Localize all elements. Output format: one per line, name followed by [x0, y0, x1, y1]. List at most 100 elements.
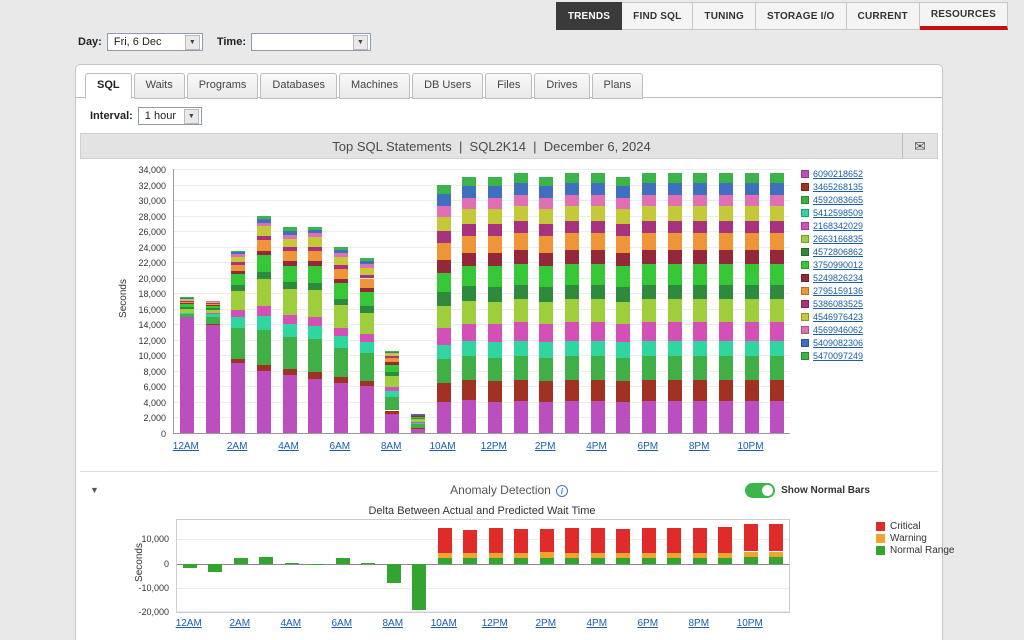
chart1-bar-segment[interactable]: [257, 216, 271, 219]
chart1-bar-segment[interactable]: [437, 206, 451, 218]
chart2-bar-segment[interactable]: [259, 557, 273, 564]
chart1-bar-segment[interactable]: [385, 397, 399, 411]
chart1-bar-segment[interactable]: [616, 324, 630, 343]
chart1-bar-segment[interactable]: [668, 233, 682, 250]
chart1-bar-segment[interactable]: [283, 282, 297, 289]
chart1-bar-segment[interactable]: [180, 301, 194, 302]
chart2-bar-segment[interactable]: [616, 558, 630, 564]
chart1-bar-segment[interactable]: [437, 383, 451, 402]
chart1-xlabel-12am[interactable]: 12AM: [173, 441, 199, 452]
chart1-bar-segment[interactable]: [565, 206, 579, 221]
legend-link-2795159136[interactable]: 2795159136: [813, 286, 863, 296]
chart1-bar-segment[interactable]: [642, 183, 656, 195]
tab-drives[interactable]: Drives: [534, 73, 589, 99]
chart1-bar-segment[interactable]: [693, 285, 707, 300]
chart1-bar-segment[interactable]: [616, 224, 630, 236]
chart1-bar-segment[interactable]: [770, 195, 784, 207]
chart1-bar-segment[interactable]: [745, 322, 759, 341]
chart1-bar-segment[interactable]: [565, 264, 579, 285]
chart1-bar-segment[interactable]: [693, 380, 707, 401]
chart1-bar-segment[interactable]: [257, 316, 271, 330]
chart1-bar-segment[interactable]: [693, 322, 707, 341]
chart2-bar-segment[interactable]: [285, 563, 299, 564]
info-icon[interactable]: i: [556, 485, 568, 497]
chart1-bar-segment[interactable]: [308, 233, 322, 237]
chart1-bar-segment[interactable]: [719, 285, 733, 300]
chart1-bar-segment[interactable]: [360, 306, 374, 312]
chart1-bar-segment[interactable]: [308, 339, 322, 372]
chart1-bar-segment[interactable]: [668, 401, 682, 433]
chart1-bar-segment[interactable]: [308, 247, 322, 251]
chart1-bar-segment[interactable]: [668, 285, 682, 300]
chart1-bar-segment[interactable]: [180, 309, 194, 313]
chart1-bar-segment[interactable]: [411, 418, 425, 419]
chart1-bar-segment[interactable]: [462, 253, 476, 266]
chart1-bar-segment[interactable]: [308, 230, 322, 233]
chart1-bar-segment[interactable]: [180, 299, 194, 301]
chart1-bar-segment[interactable]: [437, 185, 451, 194]
chart1-bar-segment[interactable]: [231, 252, 245, 254]
chart1-bar-segment[interactable]: [180, 317, 194, 433]
chart2-bar-segment[interactable]: [616, 529, 630, 552]
chart2-bar-segment[interactable]: [565, 558, 579, 564]
chart1-bar-segment[interactable]: [437, 402, 451, 433]
tab-programs[interactable]: Programs: [187, 73, 259, 99]
legend-link-3465268135[interactable]: 3465268135: [813, 182, 863, 192]
chart1-bar-segment[interactable]: [283, 235, 297, 239]
chart1-bar-segment[interactable]: [539, 324, 553, 343]
chart2-bar-segment[interactable]: [463, 558, 477, 564]
chart1-bar-segment[interactable]: [616, 253, 630, 266]
chart1-bar-segment[interactable]: [308, 266, 322, 283]
chart1-bar-segment[interactable]: [770, 322, 784, 341]
chart1-bar-segment[interactable]: [257, 279, 271, 306]
chart1-bar-segment[interactable]: [668, 206, 682, 221]
chart1-bar-segment[interactable]: [206, 313, 220, 314]
chart1-bar-segment[interactable]: [488, 253, 502, 266]
chart1-bar-segment[interactable]: [693, 250, 707, 264]
chart1-bar-segment[interactable]: [770, 206, 784, 221]
chart2-xlabel-6am[interactable]: 6AM: [331, 618, 352, 629]
chart1-bar-segment[interactable]: [642, 356, 656, 380]
chart1-bar-segment[interactable]: [565, 299, 579, 322]
chart1-bar-segment[interactable]: [642, 206, 656, 221]
chart1-bar-segment[interactable]: [591, 221, 605, 233]
chart1-bar-segment[interactable]: [642, 221, 656, 233]
chart1-bar-segment[interactable]: [642, 233, 656, 250]
chart1-bar-segment[interactable]: [283, 239, 297, 248]
chart1-bar-segment[interactable]: [693, 299, 707, 322]
chart1-bar-segment[interactable]: [693, 221, 707, 233]
chart1-bar-segment[interactable]: [385, 356, 399, 358]
chart1-bar-segment[interactable]: [616, 287, 630, 302]
chart1-bar-segment[interactable]: [308, 372, 322, 378]
chart1-bar-segment[interactable]: [488, 324, 502, 343]
chart1-bar-segment[interactable]: [770, 401, 784, 433]
chart2-xlabel-8pm[interactable]: 8PM: [688, 618, 709, 629]
chart1-bar-segment[interactable]: [385, 352, 399, 353]
chart2-bar-segment[interactable]: [514, 553, 528, 558]
chart2-bar-segment[interactable]: [387, 564, 401, 583]
chart1-bar-segment[interactable]: [539, 266, 553, 287]
chart2-bar-segment[interactable]: [463, 553, 477, 558]
chart2-bar-segment[interactable]: [565, 553, 579, 558]
chart1-bar-segment[interactable]: [539, 198, 553, 210]
chart1-bar-segment[interactable]: [283, 266, 297, 282]
chart1-bar-segment[interactable]: [385, 365, 399, 373]
chart1-bar-segment[interactable]: [770, 221, 784, 233]
chart1-bar-segment[interactable]: [539, 186, 553, 198]
chart1-bar-segment[interactable]: [231, 310, 245, 316]
chart1-bar-segment[interactable]: [385, 372, 399, 375]
chart1-bar-segment[interactable]: [565, 183, 579, 195]
chart1-bar-segment[interactable]: [642, 380, 656, 401]
chart1-bar-segment[interactable]: [308, 261, 322, 266]
chart1-bar-segment[interactable]: [437, 328, 451, 345]
chart1-bar-segment[interactable]: [283, 337, 297, 370]
chart1-bar-segment[interactable]: [462, 236, 476, 253]
chart1-bar-segment[interactable]: [462, 209, 476, 224]
chart1-bar-segment[interactable]: [206, 303, 220, 305]
chart1-bar-segment[interactable]: [180, 314, 194, 316]
chart2-bar-segment[interactable]: [361, 563, 375, 564]
chart2-bar-segment[interactable]: [591, 558, 605, 564]
chart1-bar-segment[interactable]: [206, 317, 220, 323]
chart1-bar-segment[interactable]: [283, 369, 297, 374]
chart2-bar-segment[interactable]: [667, 528, 681, 552]
